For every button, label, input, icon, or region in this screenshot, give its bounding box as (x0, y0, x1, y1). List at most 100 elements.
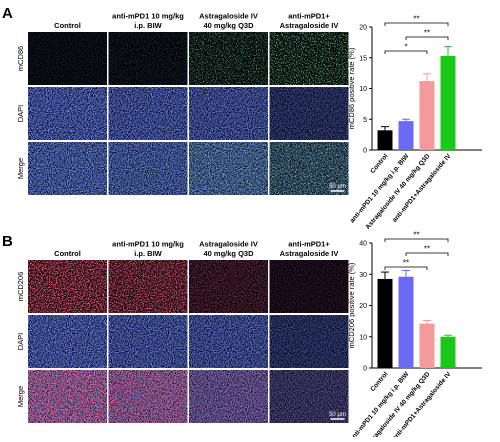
micrograph (189, 87, 268, 140)
row-label: Merge (16, 158, 25, 179)
micrograph: 50 μm (269, 142, 349, 195)
micrograph (108, 142, 188, 195)
y-tick-label: 20 (359, 25, 367, 32)
micrograph (28, 32, 107, 85)
x-tick-label: Control (369, 153, 389, 175)
micrograph (189, 260, 268, 313)
column-header: i.p. BIW (134, 249, 162, 258)
y-tick-label: 40 (359, 241, 367, 248)
column-header: anti-mPD1 10 mg/kg (112, 12, 184, 21)
micrograph (28, 87, 107, 140)
column-header: anti-mPD1+ (288, 240, 330, 249)
marker-stain (269, 32, 349, 85)
micrograph (28, 370, 107, 423)
x-tick-label: Control (369, 371, 389, 393)
y-tick-label: 10 (359, 334, 367, 341)
micrograph (189, 315, 268, 368)
dapi-stain (269, 315, 349, 368)
bar (440, 336, 456, 368)
panel-label: B (2, 233, 13, 250)
marker-stain (269, 370, 349, 423)
column-header: Control (54, 21, 81, 30)
y-tick-label: 0 (363, 366, 367, 373)
micrograph (108, 370, 188, 423)
micrograph (108, 87, 188, 140)
significance-label: ** (403, 259, 409, 268)
row-label: DAPI (16, 333, 25, 351)
y-tick-label: 5 (363, 117, 367, 124)
micrograph: 50 μm (269, 370, 349, 423)
column-header: 40 mg/kg Q3D (203, 21, 254, 30)
micrograph (269, 87, 349, 140)
bar (398, 121, 414, 150)
marker-stain (108, 370, 188, 423)
column-header: Astragaloside IV (199, 240, 258, 249)
marker-stain (108, 260, 188, 313)
y-tick-label: 10 (359, 86, 367, 93)
row-label: mCD86 (16, 46, 25, 71)
marker-stain (189, 260, 268, 313)
y-tick-label: 30 (359, 272, 367, 279)
column-header: anti-mPD1 10 mg/kg (112, 240, 184, 249)
marker-stain (269, 142, 349, 195)
column-header: Astragaloside IV (280, 249, 339, 258)
micrograph (108, 260, 188, 313)
bar (419, 81, 435, 150)
micrograph (189, 32, 268, 85)
y-tick-label: 20 (359, 303, 367, 310)
micrograph (269, 32, 349, 85)
bar (440, 55, 456, 150)
dapi-stain (108, 315, 188, 368)
y-axis-label: mCD86 positive rate (%) (347, 47, 356, 129)
micrograph (28, 142, 107, 195)
micrograph (189, 370, 268, 423)
significance-bracket (384, 22, 449, 26)
bar (377, 278, 393, 368)
panel-label: A (2, 5, 13, 22)
column-header: i.p. BIW (134, 21, 162, 30)
column-header: 40 mg/kg Q3D (203, 249, 254, 258)
dapi-stain (189, 87, 268, 140)
dapi-stain (28, 315, 107, 368)
marker-stain (189, 370, 268, 423)
y-axis-label: mCD206 positive rate (%) (347, 262, 356, 348)
dapi-stain (269, 87, 349, 140)
marker-stain (108, 32, 188, 85)
row-label: DAPI (16, 105, 25, 123)
marker-stain (189, 32, 268, 85)
micrograph (269, 315, 349, 368)
significance-bracket (405, 252, 449, 256)
marker-stain (28, 142, 107, 195)
row-label: Merge (16, 386, 25, 407)
significance-label: ** (424, 29, 430, 38)
micrograph (108, 315, 188, 368)
significance-bracket (384, 238, 449, 242)
significance-label: * (404, 43, 407, 52)
significance-label: ** (413, 15, 419, 24)
y-tick-label: 15 (359, 55, 367, 62)
column-header: Control (54, 249, 81, 258)
dapi-stain (108, 87, 188, 140)
significance-bracket (384, 266, 428, 270)
marker-stain (189, 142, 268, 195)
micrograph (28, 260, 107, 313)
significance-label: ** (424, 245, 430, 254)
dapi-stain (28, 87, 107, 140)
row-label: mCD206 (16, 272, 25, 302)
micrograph (28, 315, 107, 368)
scale-bar-label: 50 μm (329, 412, 346, 418)
marker-stain (28, 32, 107, 85)
marker-stain (28, 370, 107, 423)
bar (419, 323, 435, 368)
column-header: Astragaloside IV (199, 12, 258, 21)
column-header: anti-mPD1+ (288, 12, 330, 21)
micrograph (269, 260, 349, 313)
dapi-stain (189, 315, 268, 368)
micrograph (108, 32, 188, 85)
bar (398, 276, 414, 368)
significance-bracket (384, 50, 428, 54)
significance-label: ** (413, 231, 419, 240)
micrograph (189, 142, 268, 195)
bar (377, 130, 393, 150)
